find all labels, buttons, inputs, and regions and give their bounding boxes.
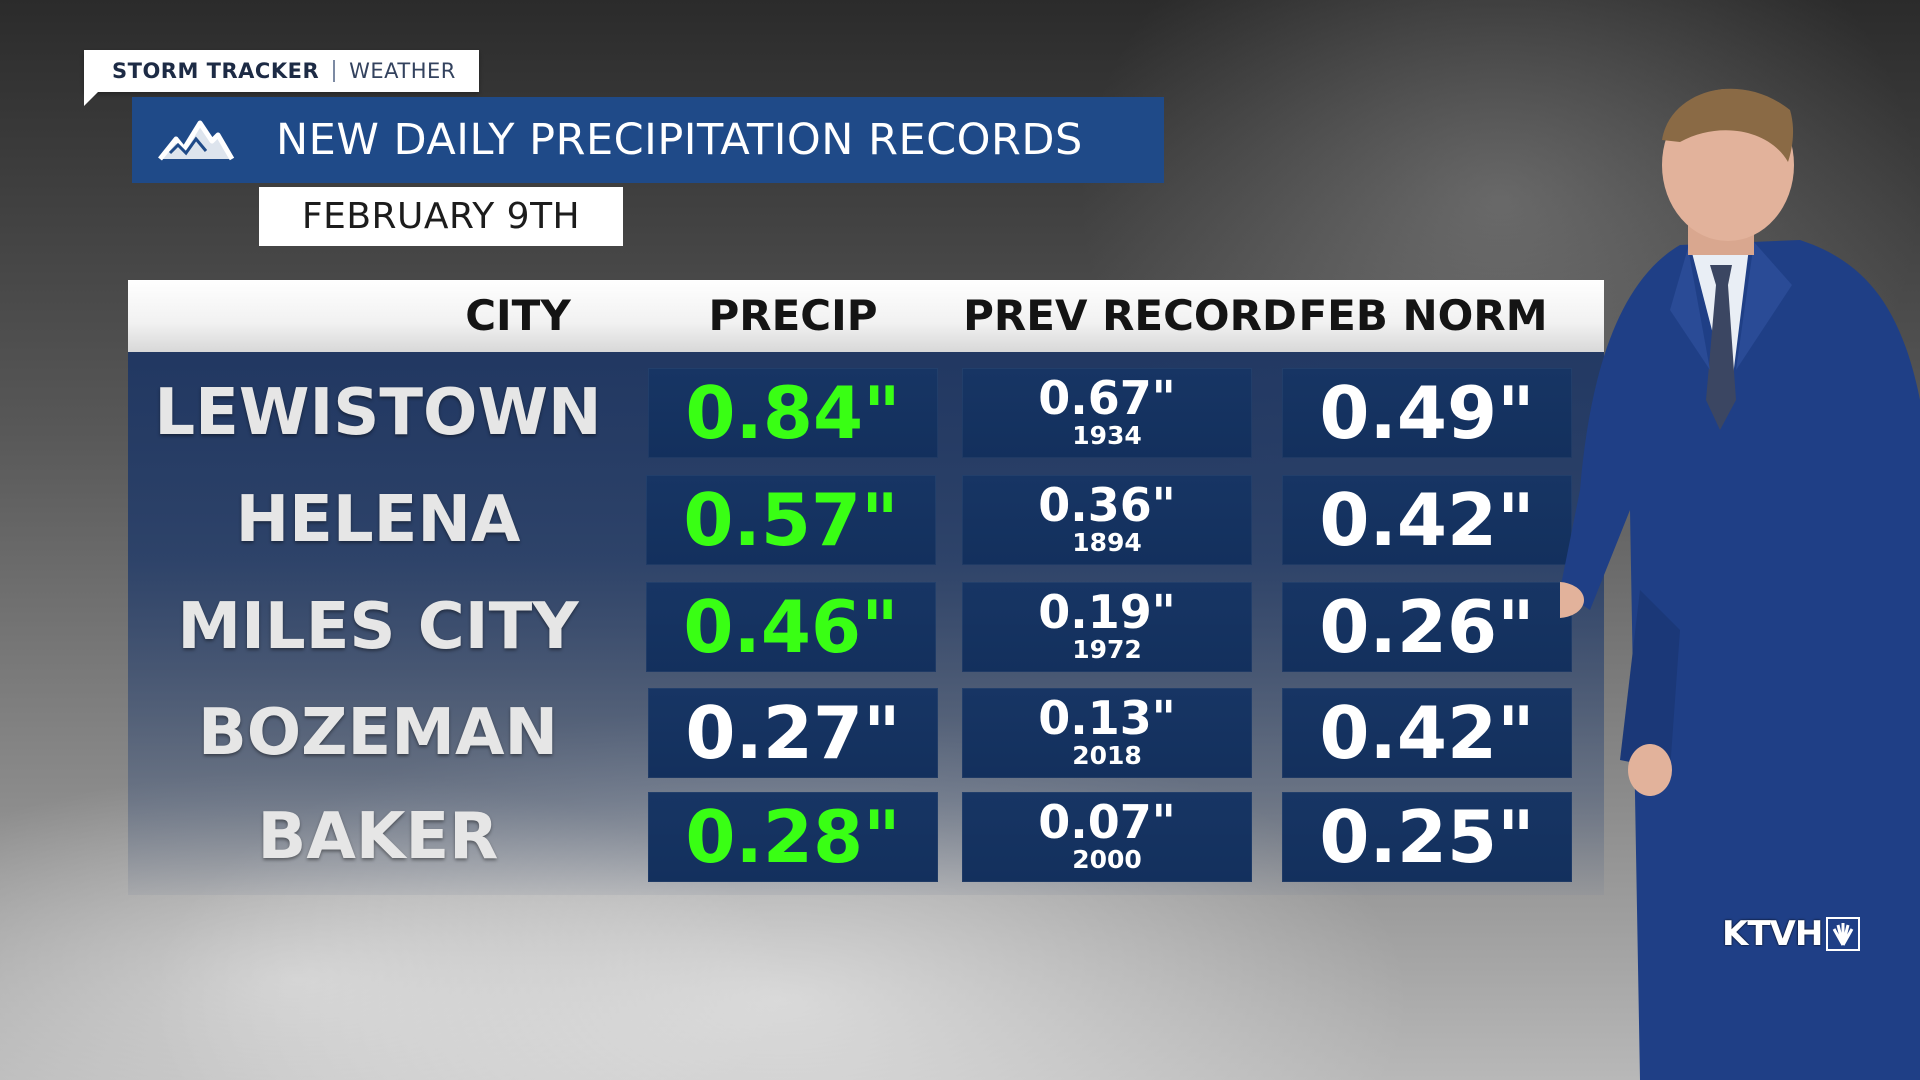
norm-value: 0.42" — [1319, 691, 1535, 775]
row-city: BAKER — [257, 800, 499, 874]
precip-value: 0.57" — [683, 478, 899, 562]
norm-cell: 0.42" — [1282, 475, 1572, 565]
precip-cell: 0.28" — [648, 792, 938, 882]
norm-value: 0.26" — [1319, 585, 1535, 669]
norm-value: 0.25" — [1319, 795, 1535, 879]
norm-value: 0.49" — [1319, 371, 1535, 455]
norm-cell: 0.26" — [1282, 582, 1572, 672]
header-city: CITY — [465, 291, 571, 340]
prev-record-cell: 0.13" 2018 — [962, 688, 1252, 778]
station-logo: KTVH — [1722, 914, 1861, 954]
row-city: HELENA — [235, 483, 521, 557]
prev-record-cell: 0.07" 2000 — [962, 792, 1252, 882]
title-bar: NEW DAILY PRECIPITATION RECORDS — [132, 97, 1164, 183]
header-prev-record: PREV RECORD — [963, 291, 1297, 340]
records-table: CITY PRECIP PREV RECORD FEB NORM LEWISTO… — [128, 280, 1604, 895]
header-precip: PRECIP — [708, 291, 878, 340]
norm-value: 0.42" — [1319, 478, 1535, 562]
precip-value: 0.27" — [685, 691, 901, 775]
prev-record-value: 0.07" — [1038, 795, 1176, 849]
prev-record-year: 2018 — [1072, 741, 1142, 770]
brand-tag: STORM TRACKER WEATHER — [84, 50, 479, 106]
precip-value: 0.28" — [685, 795, 901, 879]
prev-record-year: 1972 — [1072, 635, 1142, 664]
brand-secondary: WEATHER — [349, 59, 456, 83]
header-feb-norm: FEB NORM — [1298, 291, 1548, 340]
date-label: FEBRUARY 9TH — [301, 196, 581, 237]
row-city: LEWISTOWN — [154, 376, 602, 450]
prev-record-cell: 0.67" 1934 — [962, 368, 1252, 458]
precip-cell: 0.46" — [646, 582, 936, 672]
presenter-figure — [1560, 88, 1920, 1080]
precip-value: 0.46" — [683, 585, 899, 669]
norm-cell: 0.49" — [1282, 368, 1572, 458]
prev-record-cell: 0.36" 1894 — [962, 475, 1252, 565]
prev-record-value: 0.36" — [1038, 478, 1176, 532]
prev-record-value: 0.67" — [1038, 371, 1176, 425]
table-header: CITY PRECIP PREV RECORD FEB NORM — [128, 280, 1604, 352]
precip-cell: 0.84" — [648, 368, 938, 458]
prev-record-value: 0.19" — [1038, 585, 1176, 639]
brand-divider — [333, 60, 336, 82]
precip-cell: 0.57" — [646, 475, 936, 565]
prev-record-year: 1894 — [1072, 528, 1142, 557]
page-title: NEW DAILY PRECIPITATION RECORDS — [276, 115, 1083, 165]
peacock-icon — [1826, 917, 1861, 951]
station-name: KTVH — [1722, 914, 1823, 954]
prev-record-value: 0.13" — [1038, 691, 1176, 745]
row-city: BOZEMAN — [197, 696, 559, 770]
precip-value: 0.84" — [685, 371, 901, 455]
prev-record-year: 1934 — [1072, 421, 1142, 450]
date-box: FEBRUARY 9TH — [259, 187, 623, 246]
mountain-icon — [158, 120, 235, 161]
precip-cell: 0.27" — [648, 688, 938, 778]
norm-cell: 0.42" — [1282, 688, 1572, 778]
row-city: MILES CITY — [177, 590, 579, 664]
prev-record-cell: 0.19" 1972 — [962, 582, 1252, 672]
brand-primary: STORM TRACKER — [112, 59, 320, 83]
norm-cell: 0.25" — [1282, 792, 1572, 882]
prev-record-year: 2000 — [1072, 845, 1142, 874]
